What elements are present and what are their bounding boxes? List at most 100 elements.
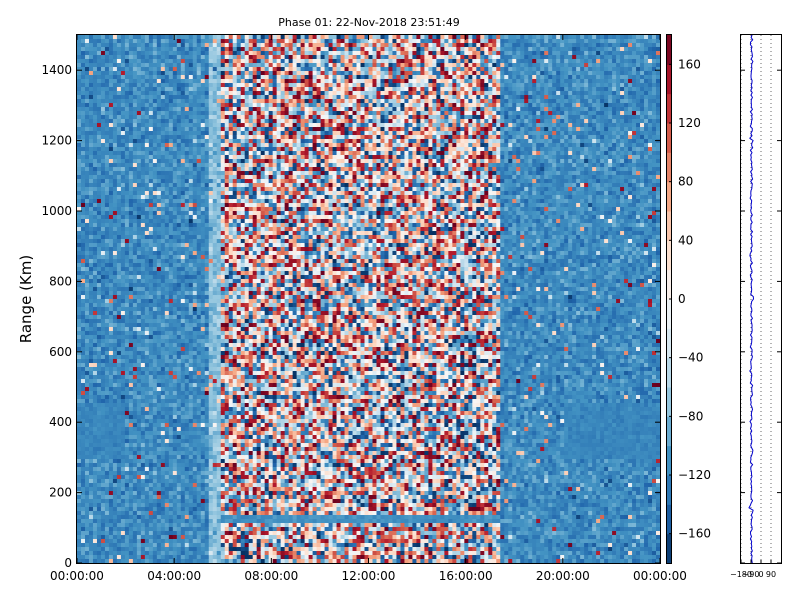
heatmap-cell — [176, 547, 182, 552]
heatmap-cell — [116, 559, 122, 564]
heatmap-cell — [124, 187, 130, 192]
heatmap-cell — [164, 107, 170, 112]
heatmap-cell — [136, 523, 142, 528]
heatmap-cell — [100, 499, 106, 504]
heatmap-cell — [200, 247, 206, 252]
heatmap-cell — [188, 239, 194, 244]
heatmap-cell — [96, 459, 102, 464]
heatmap-cell — [148, 295, 154, 300]
heatmap-cell — [104, 79, 110, 84]
heatmap-cell — [192, 87, 198, 92]
heatmap-cell — [156, 315, 162, 320]
heatmap-cell — [104, 311, 110, 316]
heatmap-cell — [216, 115, 222, 120]
heatmap-cell — [128, 111, 134, 116]
heatmap-cell — [132, 99, 138, 104]
heatmap-cell — [132, 491, 138, 496]
heatmap-cell — [112, 215, 118, 220]
heatmap-cell — [100, 423, 106, 428]
heatmap-cell — [116, 243, 122, 248]
heatmap-cell — [204, 483, 210, 488]
heatmap-cell — [132, 443, 138, 448]
heatmap-cell — [196, 159, 202, 164]
heatmap-cell — [160, 119, 166, 124]
heatmap-cell — [188, 219, 194, 224]
heatmap-cell — [104, 43, 110, 48]
heatmap-cell — [116, 391, 122, 396]
heatmap-cell — [116, 347, 122, 352]
heatmap-cell — [188, 527, 194, 532]
heatmap-cell — [88, 151, 94, 156]
heatmap-cell — [160, 175, 166, 180]
heatmap-cell — [172, 35, 178, 40]
heatmap-cell — [204, 215, 210, 220]
heatmap-cell — [220, 323, 226, 328]
heatmap-cell — [77, 187, 82, 192]
heatmap-cell — [184, 343, 190, 348]
heatmap-cell — [144, 35, 150, 40]
heatmap-cell — [220, 199, 226, 204]
heatmap-cell — [176, 367, 182, 372]
heatmap-cell — [168, 447, 174, 452]
heatmap-cell — [120, 523, 126, 528]
heatmap-cell — [168, 387, 174, 392]
heatmap-cell — [88, 455, 94, 460]
heatmap-cell — [80, 83, 86, 88]
heatmap-cell — [156, 63, 162, 68]
heatmap-cell — [120, 551, 126, 556]
heatmap-cell — [148, 511, 154, 516]
heatmap-cell — [188, 411, 194, 416]
heatmap-cell — [144, 275, 150, 280]
heatmap-cell — [164, 139, 170, 144]
heatmap-cell — [204, 91, 210, 96]
heatmap-cell — [112, 147, 118, 152]
heatmap-cell — [92, 439, 98, 444]
heatmap-cell — [196, 515, 202, 520]
heatmap-cell — [184, 183, 190, 188]
heatmap-cell — [108, 335, 114, 340]
heatmap-cell — [180, 111, 186, 116]
heatmap-cell — [124, 503, 130, 508]
heatmap-cell — [172, 435, 178, 440]
heatmap-cell — [124, 539, 130, 544]
heatmap-cell — [136, 187, 142, 192]
heatmap-cell — [200, 251, 206, 256]
heatmap-cell — [164, 215, 170, 220]
heatmap-cell — [84, 415, 90, 420]
heatmap-cell — [180, 259, 186, 264]
heatmap-cell — [116, 143, 122, 148]
heatmap-cell — [152, 259, 158, 264]
heatmap-cell — [88, 447, 94, 452]
heatmap-cell — [112, 275, 118, 280]
heatmap-cell — [208, 91, 214, 96]
heatmap-cell — [168, 123, 174, 128]
heatmap-cell — [84, 471, 90, 476]
heatmap-cell — [204, 395, 210, 400]
heatmap-cell — [77, 435, 82, 440]
heatmap-cell — [140, 491, 146, 496]
heatmap-cell — [148, 455, 154, 460]
heatmap-cell — [156, 135, 162, 140]
heatmap-cell — [180, 519, 186, 524]
heatmap-cell — [116, 51, 122, 56]
heatmap-cell — [176, 503, 182, 508]
heatmap-cell — [120, 119, 126, 124]
heatmap-cell — [212, 559, 218, 564]
heatmap-cell — [164, 371, 170, 376]
heatmap-cell — [196, 415, 202, 420]
heatmap-cell — [192, 263, 198, 268]
heatmap-cell — [124, 191, 130, 196]
heatmap-cell — [116, 59, 122, 64]
heatmap-cell — [164, 491, 170, 496]
heatmap-cell — [148, 475, 154, 480]
heatmap-cell — [176, 131, 182, 136]
heatmap-cell — [80, 519, 86, 524]
heatmap-cell — [77, 443, 82, 448]
heatmap-cell — [148, 419, 154, 424]
heatmap-cell — [128, 91, 134, 96]
heatmap-cell — [216, 271, 222, 276]
heatmap-cell — [176, 151, 182, 156]
heatmap-cell — [84, 59, 90, 64]
heatmap-cell — [188, 343, 194, 348]
heatmap-cell — [128, 527, 134, 532]
